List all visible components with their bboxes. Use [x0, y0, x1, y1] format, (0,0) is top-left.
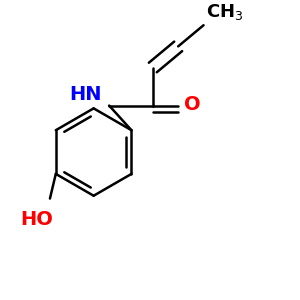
- Text: CH$_3$: CH$_3$: [206, 2, 244, 22]
- Text: HO: HO: [20, 210, 53, 229]
- Text: O: O: [184, 94, 200, 114]
- Text: HN: HN: [70, 85, 102, 104]
